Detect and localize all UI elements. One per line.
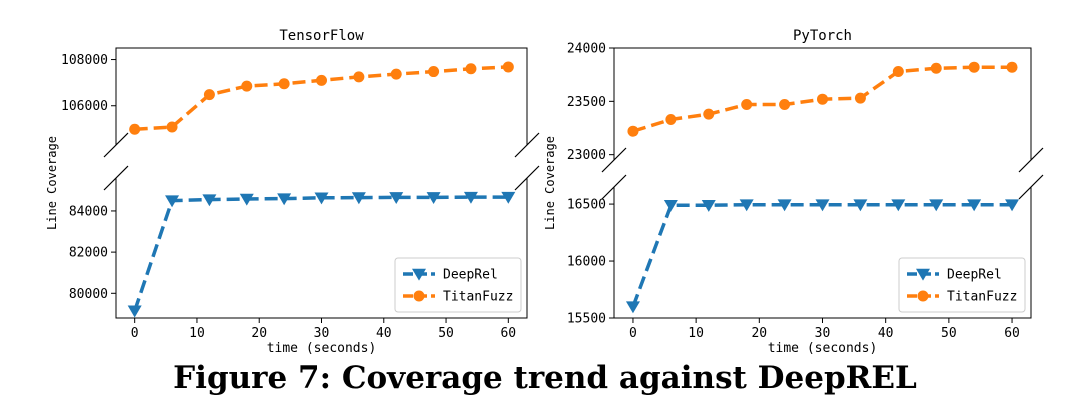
- chart-0-titanfuzz-point: [316, 74, 327, 86]
- chart-0-legend-label-deeprel: DeepRel: [443, 268, 498, 283]
- chart-1-legend-label-deeprel: DeepRel: [947, 268, 1002, 283]
- chart-1-lower-y-tick-label: 16000: [567, 255, 606, 270]
- chart-0-upper-y-tick-label: 108000: [61, 53, 108, 68]
- chart-1-axis-break-mark: [601, 147, 627, 173]
- chart-0-series-line-deeprel: [133, 195, 509, 312]
- chart-0-upper-y-tick-label: 106000: [61, 99, 108, 114]
- chart-1-deeprel-point: [967, 199, 982, 212]
- chart-0-legend-marker-titanfuzz: [413, 290, 425, 302]
- chart-1-y-axis-label: Line Coverage: [543, 136, 557, 230]
- chart-1-x-tick-label: 30: [815, 326, 831, 341]
- chart-0-deeprel-point: [277, 193, 292, 206]
- chart-1-titanfuzz-point: [665, 113, 677, 125]
- chart-0-title: TensorFlow: [279, 28, 364, 44]
- chart-0-axis-break-mark: [514, 165, 540, 191]
- chart-1-titanfuzz-point: [779, 99, 791, 111]
- chart-1-titanfuzz-point: [968, 61, 980, 73]
- chart-0-lower-y-tick-label: 82000: [69, 246, 108, 261]
- chart-0-axis-break-mark: [103, 165, 129, 191]
- chart-1-titanfuzz-point: [703, 108, 715, 120]
- chart-1-title: PyTorch: [793, 28, 852, 44]
- chart-1-deeprel-point: [777, 199, 792, 212]
- chart-0-y-axis-label: Line Coverage: [45, 136, 59, 230]
- chart-1-deeprel-point: [815, 199, 830, 212]
- chart-1-x-tick-label: 40: [878, 326, 894, 341]
- chart-0-axis-break-mark: [103, 132, 129, 158]
- chart-0-titanfuzz-point: [353, 71, 365, 83]
- chart-0-titanfuzz-point: [278, 78, 290, 90]
- chart-1-deeprel-point: [853, 199, 868, 212]
- chart-0-deeprel-point: [351, 192, 366, 205]
- chart-1-x-tick-label: 60: [1004, 326, 1020, 341]
- chart-0-x-tick-label: 0: [131, 326, 139, 341]
- chart-1-lower-y-tick-label: 15500: [567, 312, 606, 327]
- chart-0-deeprel-point: [501, 191, 516, 204]
- chart-1-deeprel-point: [891, 199, 906, 212]
- chart-1-legend-marker-titanfuzz: [917, 290, 929, 302]
- chart-1-titanfuzz-point: [1006, 61, 1018, 73]
- chart-1-legend: [898, 257, 1026, 313]
- chart-1-legend-marker-deeprel: [916, 268, 930, 281]
- chart-0-titanfuzz-point: [390, 68, 402, 80]
- chart-0-deeprel-point: [463, 191, 478, 204]
- chart-0-x-tick-label: 30: [314, 326, 330, 341]
- chart-1-deeprel-point: [739, 199, 754, 212]
- chart-0-titanfuzz-point: [129, 123, 141, 135]
- chart-1-deeprel-point: [625, 301, 640, 314]
- chart-1-lower-y-tick-label: 16500: [567, 198, 606, 213]
- chart-0-legend-label-titanfuzz: TitanFuzz: [443, 290, 513, 305]
- chart-1-x-tick-label: 50: [941, 326, 957, 341]
- chart-1-x-tick-label: 10: [688, 326, 704, 341]
- chart-1-axis-break-mark: [1018, 147, 1044, 173]
- chart-0-deeprel-point: [389, 192, 404, 205]
- chart-0-titanfuzz-point: [502, 61, 514, 73]
- chart-0-x-axis-label: time (seconds): [267, 341, 377, 356]
- chart-0-legend-marker-deeprel: [412, 268, 426, 281]
- chart-0-deeprel-point: [202, 194, 217, 207]
- chart-0-x-tick-label: 40: [376, 326, 392, 341]
- chart-0-titanfuzz-point: [166, 121, 178, 133]
- chart-1-axis-break-mark: [1018, 174, 1044, 200]
- chart-1-titanfuzz-point: [741, 99, 753, 111]
- chart-0-lower-y-tick-label: 84000: [69, 204, 108, 219]
- chart-0-deeprel-point: [426, 192, 441, 205]
- chart-0-axis-break-mark: [514, 132, 540, 158]
- chart-1-upper-y-tick-label: 23500: [567, 95, 606, 110]
- figure-caption: Figure 7: Coverage trend against DeepREL: [173, 360, 917, 396]
- chart-1-titanfuzz-point: [854, 92, 866, 104]
- chart-0-x-tick-label: 20: [251, 326, 267, 341]
- chart-0-x-tick-label: 10: [189, 326, 205, 341]
- chart-1-titanfuzz-point: [892, 65, 904, 77]
- chart-0-x-tick-label: 60: [500, 326, 516, 341]
- chart-1-upper-y-tick-label: 23000: [567, 148, 606, 163]
- chart-0-titanfuzz-point: [203, 89, 215, 101]
- chart-0-lower-y-tick-label: 80000: [69, 287, 108, 302]
- chart-1-x-tick-label: 20: [751, 326, 767, 341]
- chart-1-x-axis-label: time (seconds): [768, 341, 878, 356]
- chart-0-deeprel-point: [239, 193, 254, 206]
- chart-1-deeprel-point: [701, 199, 716, 212]
- chart-0-deeprel-point: [165, 195, 180, 208]
- chart-0-x-tick-label: 50: [438, 326, 454, 341]
- chart-1-legend-label-titanfuzz: TitanFuzz: [947, 290, 1017, 305]
- chart-0-titanfuzz-point: [428, 66, 440, 78]
- chart-1-x-tick-label: 0: [629, 326, 637, 341]
- chart-0-upper-axes-frame: [115, 47, 528, 145]
- chart-1-titanfuzz-point: [817, 93, 828, 105]
- chart-0-titanfuzz-point: [465, 63, 477, 75]
- chart-0-legend: [394, 257, 522, 313]
- chart-0-deeprel-point: [127, 305, 142, 318]
- chart-1-upper-axes-frame: [613, 47, 1032, 160]
- chart-1-deeprel-point: [663, 199, 678, 212]
- chart-1-deeprel-point: [929, 199, 944, 212]
- chart-1-titanfuzz-point: [627, 125, 639, 137]
- chart-0-deeprel-point: [314, 192, 329, 205]
- chart-1-titanfuzz-point: [930, 62, 942, 74]
- chart-0-titanfuzz-point: [241, 80, 253, 92]
- chart-1-axis-break-mark: [601, 174, 627, 200]
- chart-1-deeprel-point: [1005, 199, 1020, 212]
- chart-1-upper-y-tick-label: 24000: [567, 42, 606, 57]
